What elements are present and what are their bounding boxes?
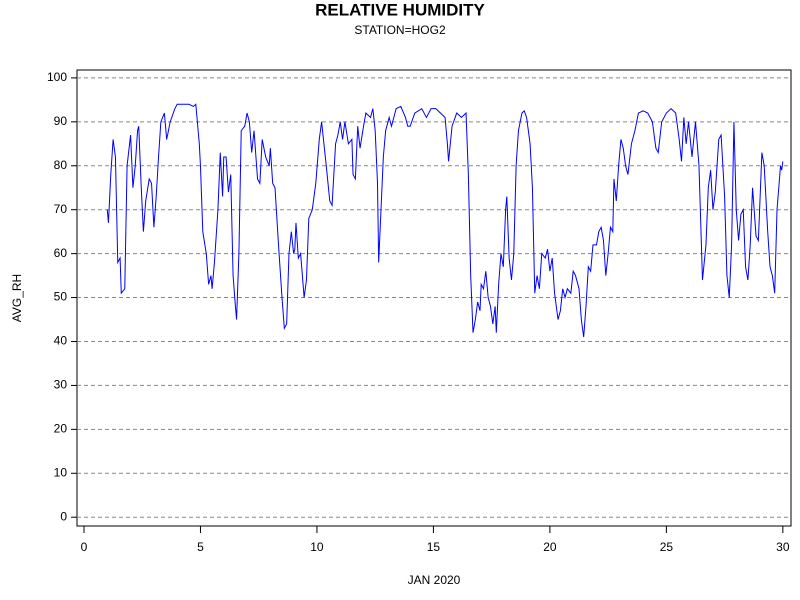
x-axis-label: JAN 2020 [408, 573, 461, 587]
y-tick-label: 10 [54, 465, 68, 479]
x-tick-label: 15 [427, 540, 441, 554]
x-tick-label: 20 [543, 540, 557, 554]
y-tick-label: 20 [54, 422, 68, 436]
y-tick-label: 100 [47, 70, 67, 84]
x-tick-label: 25 [660, 540, 674, 554]
line-series [106, 103, 784, 338]
y-tick-label: 60 [54, 246, 68, 260]
x-tick-label: 0 [81, 540, 88, 554]
chart-subtitle: STATION=HOG2 [354, 23, 446, 37]
y-tick-label: 30 [54, 378, 68, 392]
y-axis-label: AVG_RH [10, 274, 24, 322]
y-tick-label: 0 [60, 509, 67, 523]
x-tick-label: 5 [197, 540, 204, 554]
y-tick-label: 80 [54, 158, 68, 172]
y-tick-label: 40 [54, 334, 68, 348]
y-tick-label: 90 [54, 114, 68, 128]
y-tick-label: 70 [54, 202, 68, 216]
x-tick-label: 30 [776, 540, 790, 554]
y-tick-label: 50 [54, 290, 68, 304]
x-tick-label: 10 [310, 540, 324, 554]
chart-title: RELATIVE HUMIDITY [315, 0, 485, 19]
